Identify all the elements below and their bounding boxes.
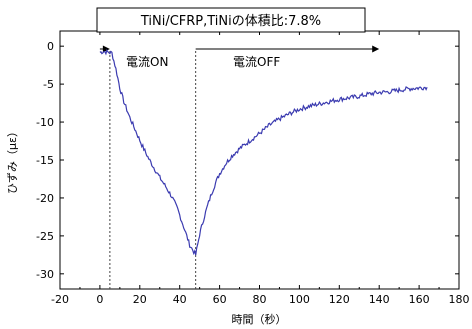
- y-tick-label: -20: [36, 192, 54, 205]
- chart-title: TiNi/CFRP,TiNiの体積比:7.8%: [140, 14, 321, 29]
- x-tick-label: 100: [289, 293, 310, 306]
- x-tick-label: 40: [173, 293, 187, 306]
- series-line: [99, 48, 428, 256]
- annotation-arrows: [99, 45, 380, 53]
- x-tick-label: 180: [449, 293, 470, 306]
- x-tick-label: 60: [213, 293, 227, 306]
- annotation-off: 電流OFF: [233, 55, 280, 69]
- x-tick-label: 120: [329, 293, 350, 306]
- x-tick-label: 80: [253, 293, 267, 306]
- arrow-on-head: [102, 45, 110, 53]
- annotation-on: 電流ON: [126, 55, 168, 69]
- title-box: [96, 7, 366, 33]
- y-axis-title: ひずみ（με）: [6, 126, 19, 194]
- y-tick-label: -5: [43, 78, 54, 91]
- x-tick-label: -20: [51, 293, 69, 306]
- x-tick-label: 0: [96, 293, 103, 306]
- y-tick-label: -30: [36, 268, 54, 281]
- y-tick-label: -10: [36, 116, 54, 129]
- x-tick-label: 20: [133, 293, 147, 306]
- arrow-off-head: [372, 45, 380, 53]
- y-tick-label: 0: [47, 40, 54, 53]
- x-axis-title: 時間（秒）: [232, 312, 287, 326]
- marker-lines: [109, 51, 197, 289]
- axis-ticks: -20 0 20 40 60 80 100 120 140 160 180 0 -5 -10 -15 -20 -…: [36, 31, 470, 306]
- arrow-on: [99, 45, 110, 53]
- y-tick-label: -15: [36, 154, 54, 167]
- x-tick-label: 140: [369, 293, 390, 306]
- arrow-off: [195, 45, 380, 53]
- y-tick-label: -25: [36, 230, 54, 243]
- x-tick-label: 160: [409, 293, 430, 306]
- plot-frame: [59, 30, 460, 290]
